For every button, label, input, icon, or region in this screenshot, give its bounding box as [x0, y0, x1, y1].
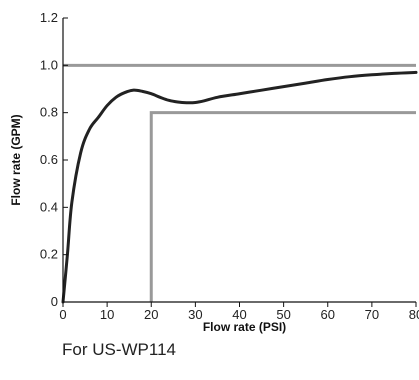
flow-curve-line [61, 70, 418, 304]
y-tick-label: 0.8 [40, 105, 58, 120]
y-ticks: 0 0.2 0.4 0.6 0.8 1.0 1.2 [40, 10, 68, 309]
axes [62, 18, 416, 303]
x-ticks: 0 10 20 30 40 50 60 70 80 [59, 302, 419, 322]
y-tick-label: 0 [51, 294, 58, 309]
reference-lines [63, 63, 416, 302]
y-tick-label: 0.2 [40, 247, 58, 262]
x-tick-label: 60 [321, 307, 335, 322]
x-tick-label: 20 [144, 307, 158, 322]
x-tick-label: 10 [100, 307, 114, 322]
x-tick-label: 50 [276, 307, 290, 322]
y-tick-label: 0.6 [40, 152, 58, 167]
x-tick-label: 0 [59, 307, 66, 322]
y-tick-label: 1.2 [40, 10, 58, 25]
y-tick-label: 1.0 [40, 57, 58, 72]
y-axis-label: Flow rate (GPM) [9, 114, 23, 205]
x-tick-label: 30 [188, 307, 202, 322]
x-axis-label: Flow rate (PSI) [203, 320, 286, 334]
x-tick-label: 70 [365, 307, 379, 322]
x-tick-label: 40 [232, 307, 246, 322]
reference-line-step [149, 111, 416, 302]
chart-caption: For US-WP114 [62, 340, 176, 359]
y-tick-label: 0.4 [40, 199, 58, 214]
x-tick-label: 80 [409, 307, 419, 322]
